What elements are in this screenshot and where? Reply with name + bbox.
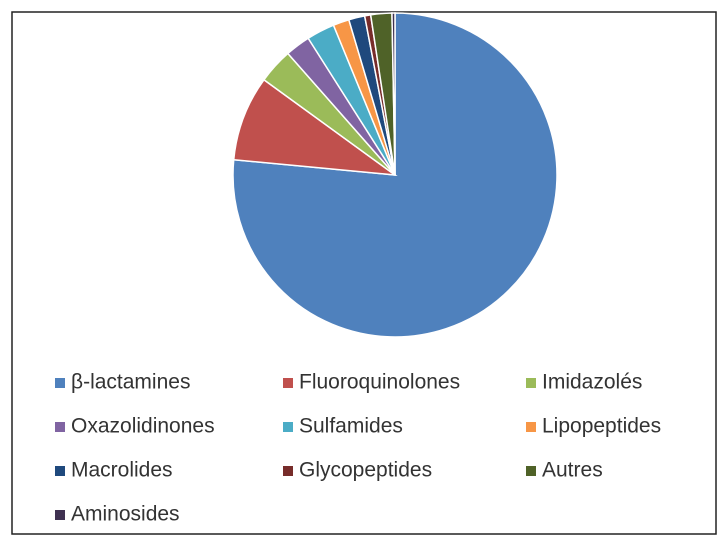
pie-slice xyxy=(232,78,398,177)
legend-swatch xyxy=(283,422,293,432)
legend-swatch xyxy=(55,510,65,520)
legend-swatch xyxy=(55,466,65,476)
legend-swatch xyxy=(283,466,293,476)
legend-label: Autres xyxy=(542,459,603,482)
legend-swatch xyxy=(55,378,65,388)
legend-label: Fluoroquinolones xyxy=(299,371,460,394)
legend-swatch xyxy=(526,378,536,388)
legend-label: Glycopeptides xyxy=(299,459,432,482)
legend-label: Aminosides xyxy=(71,503,180,526)
pie-slice xyxy=(391,12,396,176)
legend-label: Macrolides xyxy=(71,459,173,482)
legend-swatch xyxy=(526,422,536,432)
legend-label: Lipopeptides xyxy=(542,415,661,438)
legend-swatch xyxy=(283,378,293,388)
legend-swatch xyxy=(526,466,536,476)
legend-label: Oxazolidinones xyxy=(71,415,215,438)
legend-swatch xyxy=(55,422,65,432)
legend-label: Imidazolés xyxy=(542,371,642,394)
legend-label: β-lactamines xyxy=(71,371,190,394)
legend-label: Sulfamides xyxy=(299,415,403,438)
